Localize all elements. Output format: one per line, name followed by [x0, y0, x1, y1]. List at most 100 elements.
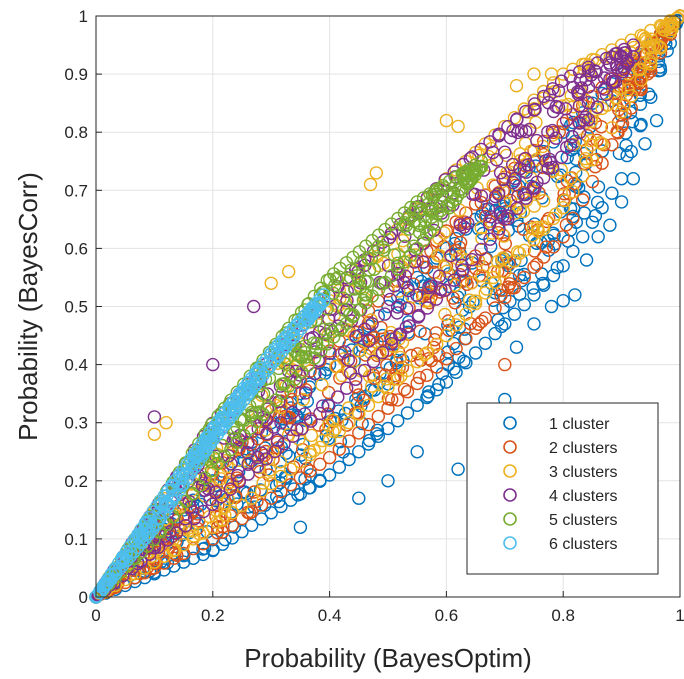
data-point — [456, 263, 470, 277]
legend-marker — [503, 416, 517, 430]
data-point — [572, 99, 587, 113]
data-point — [546, 82, 560, 96]
data-point — [289, 364, 303, 379]
data-point — [478, 311, 492, 325]
data-point — [250, 459, 264, 474]
data-point — [225, 506, 240, 520]
y-tick-label: 0.4 — [64, 356, 88, 375]
data-point — [521, 158, 535, 172]
data-point — [516, 222, 531, 236]
data-point — [361, 417, 376, 432]
legend-marker — [503, 488, 517, 502]
data-point — [653, 41, 668, 55]
data-point — [474, 189, 489, 203]
data-point — [313, 406, 327, 421]
legend-label: 1 cluster — [549, 416, 610, 433]
data-point — [160, 533, 175, 547]
x-tick-label: 0.8 — [551, 606, 575, 625]
data-point — [271, 349, 285, 363]
data-point — [537, 89, 551, 104]
data-point — [597, 82, 612, 96]
data-point — [510, 112, 524, 126]
data-point — [363, 177, 378, 192]
x-tick-label: 0.4 — [318, 606, 342, 625]
data-point — [264, 491, 278, 505]
data-point — [264, 477, 278, 491]
data-point — [381, 474, 395, 488]
data-point — [247, 485, 261, 499]
data-point — [603, 218, 617, 232]
data-point — [322, 468, 337, 482]
data-point — [420, 227, 434, 241]
data-point — [251, 450, 265, 465]
data-point — [235, 498, 249, 513]
data-point — [439, 375, 454, 389]
data-point — [452, 224, 467, 238]
data-point — [391, 256, 405, 270]
data-point — [322, 433, 337, 447]
data-point — [251, 422, 265, 436]
data-point — [492, 222, 506, 236]
data-point — [337, 352, 351, 366]
data-point — [557, 193, 572, 208]
data-point — [516, 204, 531, 219]
data-point — [459, 206, 473, 220]
data-point — [352, 426, 366, 440]
data-point — [576, 169, 590, 183]
legend-label: 4 clusters — [549, 488, 617, 505]
data-point — [246, 299, 261, 314]
data-point — [206, 520, 220, 534]
data-point — [274, 499, 288, 514]
data-point — [358, 322, 372, 336]
data-point — [513, 147, 527, 161]
data-point — [637, 56, 651, 70]
data-point — [572, 125, 587, 140]
data-point — [439, 241, 454, 256]
data-point — [474, 220, 488, 235]
data-point — [621, 82, 635, 97]
data-point — [420, 390, 434, 405]
data-point — [457, 354, 471, 368]
data-point — [556, 116, 570, 131]
data-point — [441, 314, 456, 328]
data-point — [235, 511, 249, 526]
data-point — [453, 249, 467, 264]
data-point — [352, 491, 366, 505]
data-point — [196, 526, 210, 540]
data-point — [377, 243, 391, 257]
legend-item-5-clusters: 5 clusters — [503, 512, 617, 529]
data-point — [474, 242, 488, 257]
data-point — [488, 179, 502, 193]
data-point — [620, 148, 634, 163]
data-point — [507, 280, 522, 295]
legend-label: 3 clusters — [549, 464, 617, 481]
data-point — [488, 275, 502, 289]
data-point — [603, 58, 617, 72]
data-point — [391, 414, 405, 428]
data-point — [614, 195, 629, 209]
data-point — [187, 511, 202, 526]
data-point — [290, 423, 304, 437]
data-point — [349, 330, 363, 344]
data-point — [663, 25, 677, 39]
tick-labels: 0 0.2 0.4 0.6 0.8 1 0 0.1 0.2 0.3 0.4 0.5 0.6 0.7 0.8 0… — [64, 7, 684, 625]
data-point — [527, 260, 541, 274]
data-point — [250, 395, 265, 409]
data-point — [498, 264, 512, 279]
data-point — [569, 215, 583, 229]
data-point — [549, 131, 563, 145]
data-point — [223, 482, 238, 496]
data-point — [556, 230, 570, 244]
data-point — [319, 429, 333, 443]
data-point — [491, 187, 506, 201]
x-tick-label: 0.6 — [435, 606, 459, 625]
data-point — [528, 181, 542, 195]
data-point — [566, 185, 580, 199]
data-point — [648, 40, 662, 55]
data-point — [304, 428, 319, 443]
data-point — [457, 220, 471, 234]
data-point — [498, 357, 512, 372]
data-point — [408, 255, 422, 269]
data-point — [295, 421, 309, 436]
data-point — [244, 491, 259, 505]
